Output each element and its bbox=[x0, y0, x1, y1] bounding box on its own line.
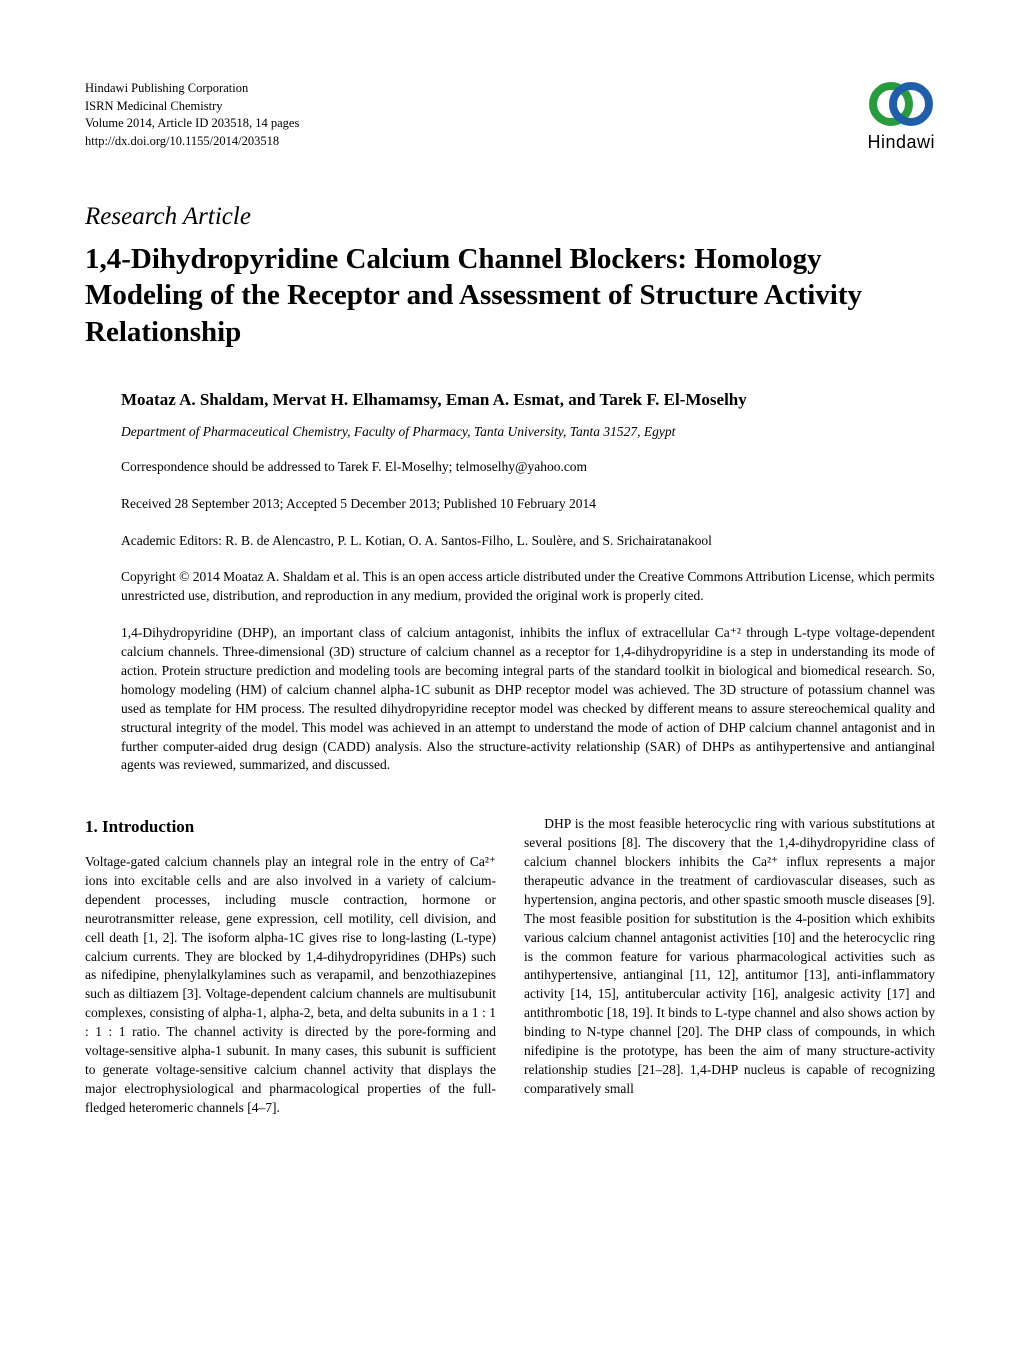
column-left: 1. Introduction Voltage-gated calcium ch… bbox=[85, 815, 496, 1117]
article-editors: Academic Editors: R. B. de Alencastro, P… bbox=[121, 532, 935, 551]
article-dates: Received 28 September 2013; Accepted 5 D… bbox=[121, 495, 935, 514]
article-abstract: 1,4-Dihydropyridine (DHP), an important … bbox=[121, 624, 935, 775]
article-meta: Moataz A. Shaldam, Mervat H. Elhamamsy, … bbox=[85, 390, 935, 776]
section-1-heading: 1. Introduction bbox=[85, 815, 496, 839]
article-type: Research Article bbox=[85, 203, 935, 231]
publisher-logo: Hindawi bbox=[867, 80, 935, 153]
article-affiliation: Department of Pharmaceutical Chemistry, … bbox=[121, 424, 935, 440]
body-columns: 1. Introduction Voltage-gated calcium ch… bbox=[85, 815, 935, 1117]
column-right: DHP is the most feasible heterocyclic ri… bbox=[524, 815, 935, 1117]
publisher-info: Hindawi Publishing Corporation ISRN Medi… bbox=[85, 80, 299, 150]
article-copyright: Copyright © 2014 Moataz A. Shaldam et al… bbox=[121, 568, 935, 606]
column-right-para-1: DHP is the most feasible heterocyclic ri… bbox=[524, 815, 935, 1098]
publisher-logo-text: Hindawi bbox=[867, 132, 935, 153]
article-title: 1,4-Dihydropyridine Calcium Channel Bloc… bbox=[85, 241, 935, 350]
column-left-para-1: Voltage-gated calcium channels play an i… bbox=[85, 853, 496, 1117]
publisher-volume: Volume 2014, Article ID 203518, 14 pages bbox=[85, 115, 299, 133]
publisher-doi: http://dx.doi.org/10.1155/2014/203518 bbox=[85, 133, 299, 151]
hindawi-icon bbox=[869, 80, 933, 128]
publisher-journal: ISRN Medicinal Chemistry bbox=[85, 98, 299, 116]
article-authors: Moataz A. Shaldam, Mervat H. Elhamamsy, … bbox=[121, 390, 935, 410]
header: Hindawi Publishing Corporation ISRN Medi… bbox=[85, 80, 935, 153]
article-correspondence: Correspondence should be addressed to Ta… bbox=[121, 458, 935, 477]
publisher-corporation: Hindawi Publishing Corporation bbox=[85, 80, 299, 98]
